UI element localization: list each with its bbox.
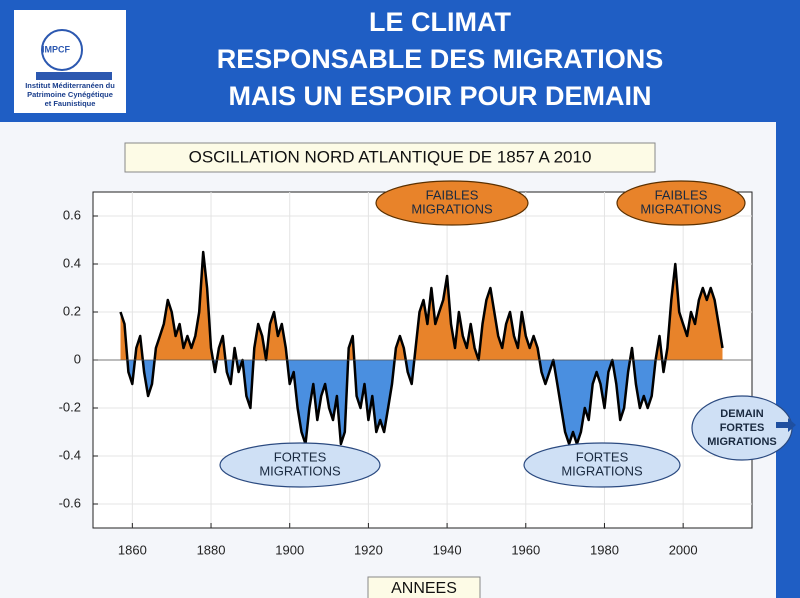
chart-title-box — [124, 142, 656, 173]
slide-title: RESPONSABLE DES MIGRATIONS — [217, 44, 664, 74]
logo-name: et Faunistique — [45, 99, 96, 108]
y-tick-label: -0.2 — [59, 399, 81, 414]
header-band — [0, 0, 800, 122]
slide-title: LE CLIMAT — [369, 7, 511, 37]
x-tick-label: 1860 — [118, 542, 147, 557]
line — [119, 250, 724, 446]
annotation-text: FORTES — [576, 449, 629, 464]
arrow — [776, 418, 796, 432]
x-tick-label: 1960 — [511, 542, 540, 557]
y-tick-label: 0.4 — [63, 255, 81, 270]
y-tick-label: 0.6 — [63, 207, 81, 222]
annotation-text: FAIBLES — [655, 187, 708, 202]
annotation-text: MIGRATIONS — [640, 201, 722, 216]
annotation-bubble — [523, 442, 681, 488]
annotation-text: DEMAIN — [720, 408, 763, 420]
annotation-text: MIGRATIONS — [561, 463, 643, 478]
x-axis-label: ANNEES — [391, 580, 457, 597]
logo-name: Institut Méditerranéen du — [25, 81, 115, 90]
x-tick-label: 1920 — [354, 542, 383, 557]
annotation-text: MIGRATIONS — [411, 201, 493, 216]
slide-title: MAIS UN ESPOIR POUR DEMAIN — [228, 81, 651, 111]
annotation-text: FORTES — [274, 449, 327, 464]
annotation-bubble — [219, 442, 381, 488]
x-tick-label: 1940 — [433, 542, 462, 557]
x-tick-label: 1900 — [275, 542, 304, 557]
annotation-text: FAIBLES — [426, 187, 479, 202]
side-band — [776, 122, 800, 598]
y-tick-label: -0.4 — [59, 447, 81, 462]
y-tick-label: 0 — [74, 351, 81, 366]
y-tick-label: 0.2 — [63, 303, 81, 318]
plot: 0.6 0.4 0.2 0 -0.2 -0.4 -0.6 1860 1880 1900 1920 19… — [59, 192, 752, 557]
logo-bar — [36, 72, 112, 80]
logo-emblem — [41, 29, 83, 71]
x-tick-label: 1980 — [590, 542, 619, 557]
annotation-bubble — [616, 180, 746, 226]
logo-name: Patrimoine Cynégétique — [27, 90, 113, 99]
annotation-text: MIGRATIONS — [707, 436, 776, 448]
logo-box — [14, 10, 126, 113]
x-tick-label: 1880 — [197, 542, 226, 557]
chart-title: OSCILLATION NORD ATLANTIQUE DE 1857 A 20… — [189, 147, 592, 166]
negative-area — [120, 360, 723, 444]
annotation-bubble — [375, 180, 529, 226]
logo-acronym: IMPCF — [42, 44, 71, 54]
y-tick-label: -0.6 — [59, 495, 81, 510]
annotation-text: FORTES — [720, 422, 765, 434]
annotation-text: MIGRATIONS — [259, 463, 341, 478]
x-tick-label: 2000 — [669, 542, 698, 557]
x-label-box — [367, 576, 481, 598]
